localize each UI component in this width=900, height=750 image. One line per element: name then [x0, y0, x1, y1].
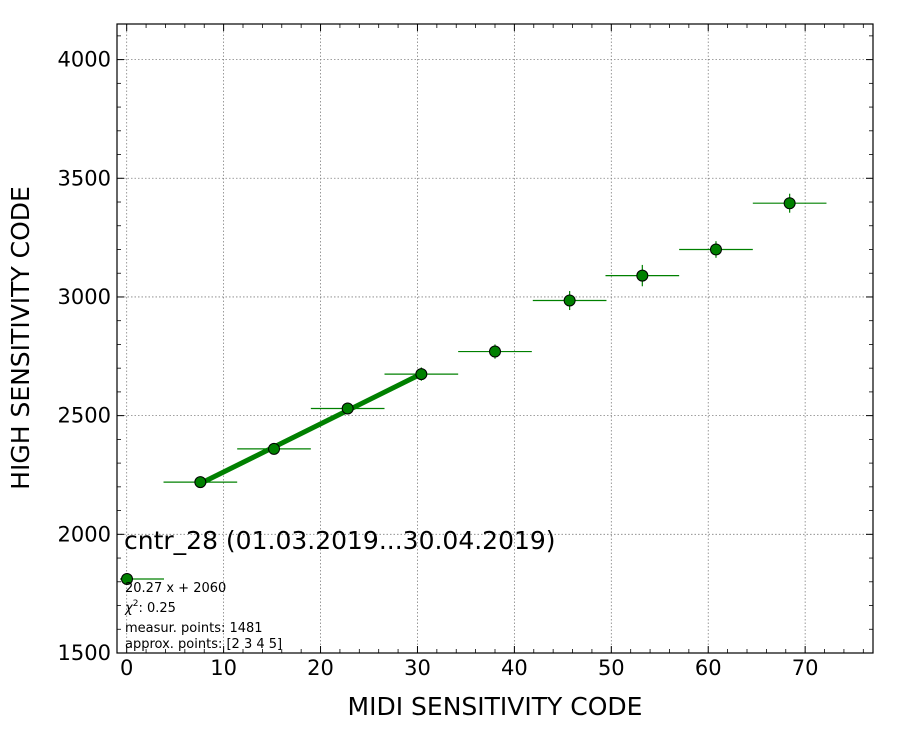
data-point: [194, 476, 207, 489]
axis-ticks: 0 10 20 30 40 50 60 70 1500 2000 2500 3000 3500 4000: [58, 24, 873, 680]
x-tick-label: 40: [501, 656, 528, 680]
y-tick-label: 3000: [58, 285, 111, 309]
legend-chi2: χ2: 0.25: [124, 599, 176, 616]
fit-line-group: [199, 371, 423, 486]
y-tick-label: 2500: [58, 404, 111, 428]
data-point: [268, 442, 281, 455]
y-tick-label: 1500: [58, 641, 111, 665]
x-tick-label: 0: [120, 656, 133, 680]
x-tick-label: 30: [404, 656, 431, 680]
data-point: [709, 243, 722, 256]
data-point: [636, 269, 649, 282]
legend-approx-points: approx. points: [2 3 4 5]: [125, 637, 282, 652]
data-point: [341, 402, 354, 415]
data-point: [563, 294, 576, 307]
x-tick-label: 10: [210, 656, 237, 680]
y-axis-label: HIGH SENSITIVITY CODE: [6, 186, 35, 490]
x-tick-label: 50: [598, 656, 625, 680]
data-point: [415, 368, 428, 381]
legend-measur-points: measur. points: 1481: [125, 621, 263, 636]
legend-marker: [121, 573, 133, 585]
plot-frame: [116, 23, 874, 654]
fit-line: [199, 371, 423, 486]
data-point: [489, 345, 501, 358]
chi2-value: : 0.25: [138, 601, 175, 616]
y-tick-label: 4000: [58, 48, 111, 72]
chart-title: cntr_28 (01.03.2019...30.04.2019): [124, 526, 556, 555]
legend-formula: 20.27 x + 2060: [125, 581, 226, 596]
y-tick-label: 2000: [58, 522, 111, 546]
chi-symbol: χ: [124, 601, 134, 616]
grid: [117, 24, 873, 653]
x-axis-label: MIDI SENSITIVITY CODE: [348, 692, 643, 721]
y-tick-label: 3500: [58, 166, 111, 190]
legend: 20.27 x + 2060 χ2: 0.25 measur. points: …: [120, 573, 282, 652]
data-points: [163, 193, 827, 489]
data-point: [783, 197, 796, 210]
x-tick-label: 60: [695, 656, 722, 680]
chi-exponent: 2: [133, 599, 139, 609]
x-tick-label: 20: [307, 656, 334, 680]
x-tick-label: 70: [792, 656, 819, 680]
minor-ticks: [117, 24, 873, 653]
